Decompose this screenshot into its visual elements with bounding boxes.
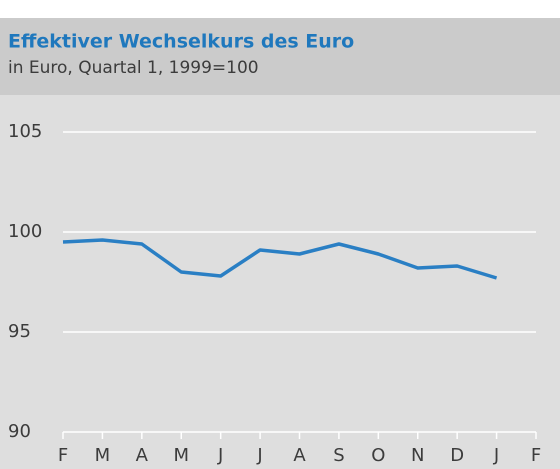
x-tick-label: M [173,445,189,466]
x-tick-label: A [136,445,149,466]
chart-subtitle: in Euro, Quartal 1, 1999=100 [8,58,259,78]
x-tick-label: M [95,445,111,466]
header-band [0,18,560,95]
data-line [62,238,498,280]
x-tick-label: F [58,445,68,466]
chart-title: Effektiver Wechselkurs des Euro [8,31,354,53]
top-strip [0,0,560,18]
x-tick-label: D [450,445,464,466]
x-tick-label: J [256,445,262,466]
y-tick-label: 95 [8,321,31,342]
x-tick-label: N [411,445,424,466]
y-tick-label: 100 [8,221,42,242]
x-tick-label: J [217,445,223,466]
x-tick-label: S [333,445,344,466]
x-tick-label: O [371,445,385,466]
x-tick-label: A [293,445,306,466]
y-tick-label: 105 [8,121,42,142]
y-tick-label: 90 [8,421,31,442]
x-tick-label: F [531,445,541,466]
x-tick-label: J [493,445,499,466]
